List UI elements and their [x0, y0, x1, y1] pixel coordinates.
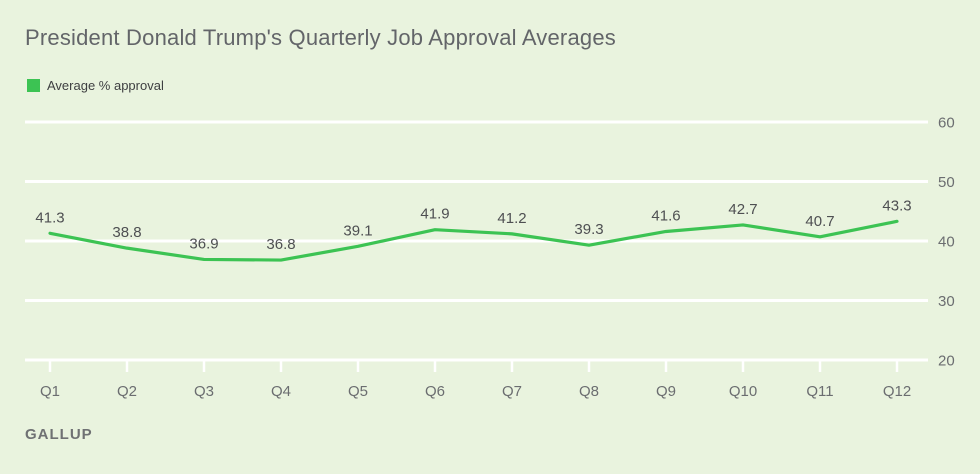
- data-label-q4: 36.8: [266, 236, 295, 253]
- x-axis-label-q3: Q3: [194, 383, 214, 400]
- y-axis-label-50: 50: [938, 174, 955, 191]
- x-axis-label-q11: Q11: [806, 383, 833, 400]
- x-axis-label-q10: Q10: [729, 383, 757, 400]
- data-label-q1: 41.3: [35, 209, 64, 226]
- data-label-q3: 36.9: [189, 235, 218, 252]
- chart-title: President Donald Trump's Quarterly Job A…: [25, 25, 616, 50]
- y-axis-label-30: 30: [938, 293, 955, 310]
- y-axis-label-40: 40: [938, 234, 955, 251]
- x-axis-label-q8: Q8: [579, 383, 599, 400]
- source-label: GALLUP: [25, 426, 93, 443]
- y-axis-label-20: 20: [938, 353, 955, 370]
- data-label-q6: 41.9: [420, 206, 449, 223]
- x-axis-label-q2: Q2: [117, 383, 137, 400]
- data-label-q12: 43.3: [882, 197, 911, 214]
- x-axis-label-q4: Q4: [271, 383, 291, 400]
- data-label-q10: 42.7: [728, 201, 757, 218]
- data-label-q7: 41.2: [497, 210, 526, 227]
- legend-label: Average % approval: [47, 78, 164, 93]
- y-axis-label-60: 60: [938, 115, 955, 132]
- data-label-q5: 39.1: [343, 222, 372, 239]
- x-axis-label-q5: Q5: [348, 383, 368, 400]
- legend: Average % approval: [27, 78, 164, 93]
- approval-line: [48, 219, 899, 262]
- x-axis-label-q9: Q9: [656, 383, 676, 400]
- data-label-q9: 41.6: [651, 207, 680, 224]
- legend-swatch-icon: [27, 79, 40, 92]
- x-axis-label-q6: Q6: [425, 383, 445, 400]
- data-label-q2: 38.8: [112, 224, 141, 241]
- x-axis-label-q7: Q7: [502, 383, 522, 400]
- x-axis-label-q1: Q1: [40, 383, 60, 400]
- data-label-q11: 40.7: [805, 213, 834, 230]
- data-label-q8: 39.3: [574, 221, 603, 238]
- x-axis-label-q12: Q12: [883, 383, 911, 400]
